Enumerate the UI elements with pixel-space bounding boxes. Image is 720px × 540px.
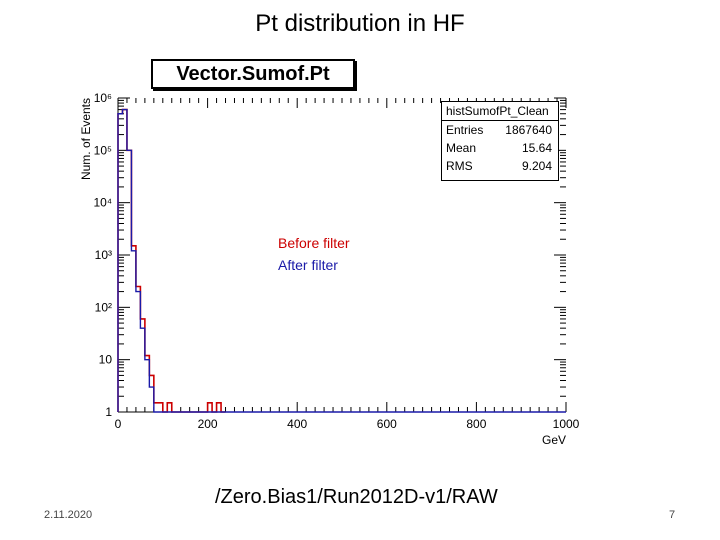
slide-title: Pt distribution in HF [255, 10, 465, 37]
stats-rms-row: RMS 9.204 [442, 157, 558, 175]
legend-before-filter: Before filter [278, 235, 350, 251]
stats-box: histSumofPt_Clean Entries 1867640 Mean 1… [441, 101, 559, 181]
y-tick-label: 10⁵ [94, 143, 112, 157]
stats-mean-row: Mean 15.64 [442, 139, 558, 157]
y-tick-label: 10³ [95, 248, 112, 262]
x-tick-label: 200 [198, 417, 218, 431]
histogram-title: Vector.Sumof.Pt [151, 59, 355, 89]
stats-mean-value: 15.64 [521, 141, 552, 155]
series-layer [117, 108, 566, 413]
x-tick-label: 400 [287, 417, 307, 431]
y-tick-label: 1 [105, 405, 112, 419]
y-tick-label: 10 [99, 353, 113, 367]
stats-entries-row: Entries 1867640 [442, 121, 558, 139]
x-tick-label: 1000 [553, 417, 580, 431]
x-tick-label: 0 [115, 417, 122, 431]
y-tick-label: 10⁴ [93, 196, 112, 210]
footer-dataset: /Zero.Bias1/Run2012D-v1/RAW [215, 486, 498, 508]
x-axis-label: GeV [542, 433, 566, 447]
footer-page-number: 7 [669, 509, 676, 521]
legend-after-filter: After filter [278, 257, 338, 273]
y-tick-label: 10² [95, 300, 112, 314]
x-tick-label: 600 [377, 417, 397, 431]
footer-date: 2.11.2020 [44, 509, 93, 521]
y-axis-label: Num. of Events [79, 98, 93, 180]
x-tick-label: 800 [466, 417, 486, 431]
stats-rms-label: RMS [446, 159, 473, 173]
stats-name: histSumofPt_Clean [442, 102, 558, 121]
stats-entries-value: 1867640 [505, 123, 552, 137]
stats-entries-label: Entries [446, 123, 484, 137]
histogram-series-before-filter [117, 108, 226, 413]
stats-mean-label: Mean [446, 141, 477, 155]
axis-labels: 0 200 400 600 800 1000 1 10 10² 10³ 10⁴ 10⁵ 10⁶ GeV Nu… [79, 91, 580, 447]
y-tick-label: 10⁶ [94, 91, 112, 105]
histogram-series-after-filter [117, 108, 566, 413]
stats-rms-value: 9.204 [521, 159, 552, 173]
